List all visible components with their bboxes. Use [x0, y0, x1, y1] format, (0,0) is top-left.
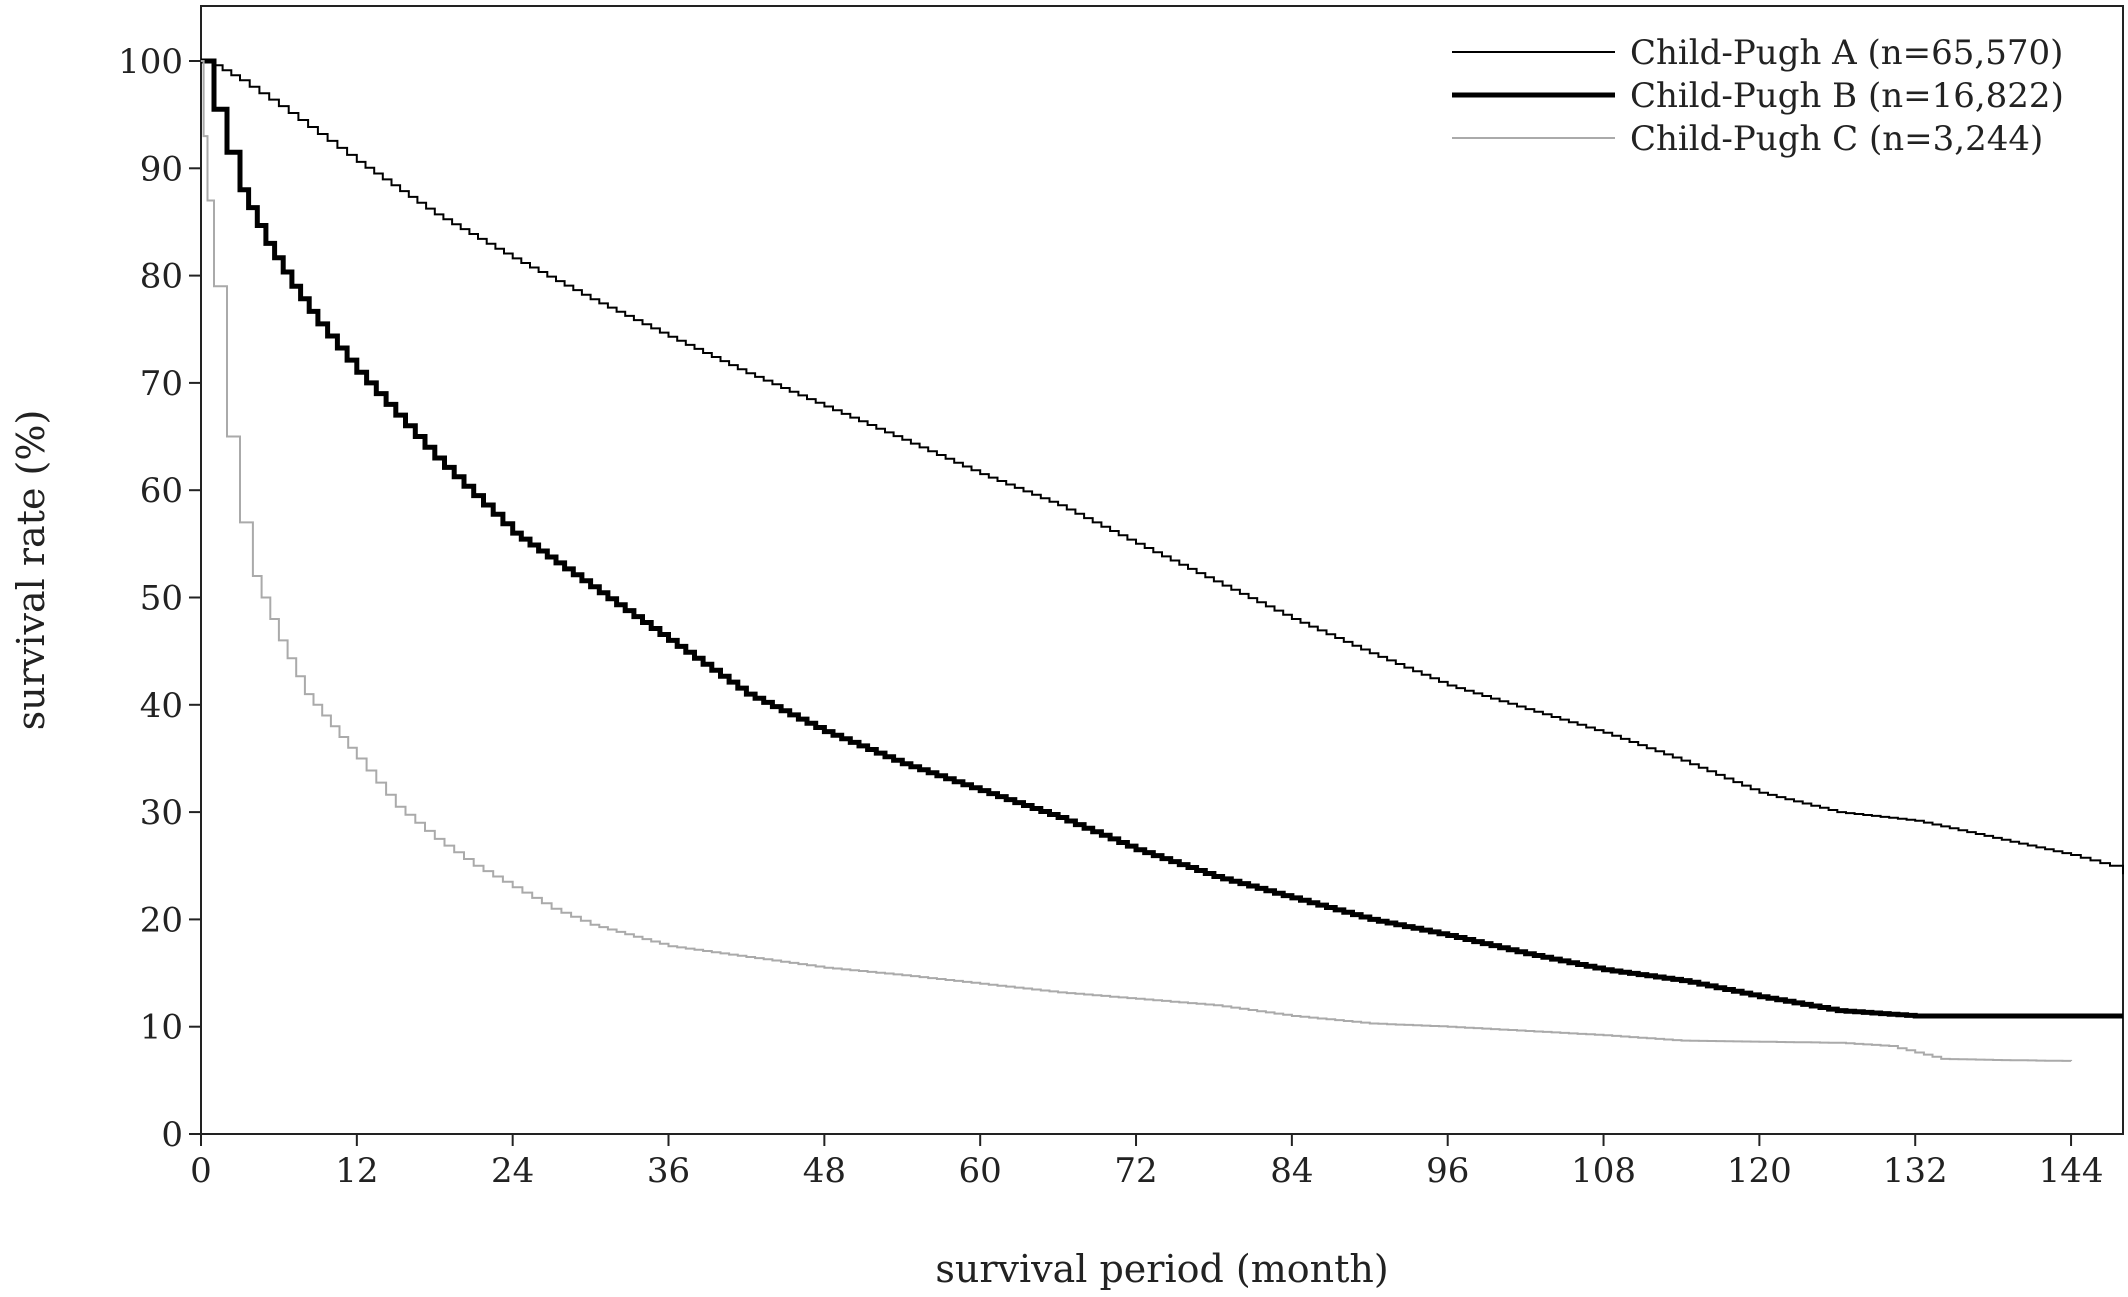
y-tick-label: 80: [140, 257, 183, 297]
y-axis-title: survival rate (%): [9, 410, 53, 731]
x-tick-label: 60: [959, 1151, 1002, 1191]
y-tick-label: 30: [140, 793, 183, 833]
x-tick-label: 96: [1426, 1151, 1469, 1191]
legend-label-1: Child-Pugh A (n=65,570): [1630, 33, 2063, 73]
y-tick-label: 20: [140, 900, 183, 940]
x-tick-label: 132: [1883, 1151, 1948, 1191]
y-tick-label: 90: [140, 149, 183, 189]
plot-frame: [200, 5, 2124, 1135]
x-tick-label: 36: [647, 1151, 690, 1191]
x-tick-label: 84: [1270, 1151, 1313, 1191]
y-tick-label: 40: [140, 686, 183, 726]
series-line-2: [201, 58, 2123, 1019]
axis-ticks: 0 10 20 30 40 50 60 70 80 90 100 0 12 24 36 48 60 72 84 96 1…: [118, 42, 2103, 1191]
x-tick-label: 72: [1114, 1151, 1157, 1191]
series-lines: [201, 58, 2124, 1062]
x-tick-label: 0: [190, 1151, 212, 1191]
y-tick-label: 10: [140, 1008, 183, 1048]
x-tick-label: 144: [2039, 1151, 2104, 1191]
series-line-1: [201, 60, 2124, 875]
x-tick-label: 24: [491, 1151, 534, 1191]
x-tick-label: 120: [1727, 1151, 1792, 1191]
legend: Child-Pugh A (n=65,570)Child-Pugh B (n=1…: [1452, 33, 2064, 159]
x-axis-title: survival period (month): [935, 1247, 1388, 1291]
y-tick-label: 0: [161, 1115, 183, 1155]
x-tick-label: 108: [1571, 1151, 1636, 1191]
legend-label-2: Child-Pugh B (n=16,822): [1630, 76, 2064, 116]
y-tick-label: 100: [118, 42, 183, 82]
x-tick-label: 12: [335, 1151, 378, 1191]
series-line-3: [201, 60, 2073, 1062]
x-tick-label: 48: [803, 1151, 846, 1191]
y-tick-label: 70: [140, 364, 183, 404]
legend-label-3: Child-Pugh C (n=3,244): [1630, 119, 2043, 159]
y-tick-label: 60: [140, 471, 183, 511]
y-tick-label: 50: [140, 579, 183, 619]
